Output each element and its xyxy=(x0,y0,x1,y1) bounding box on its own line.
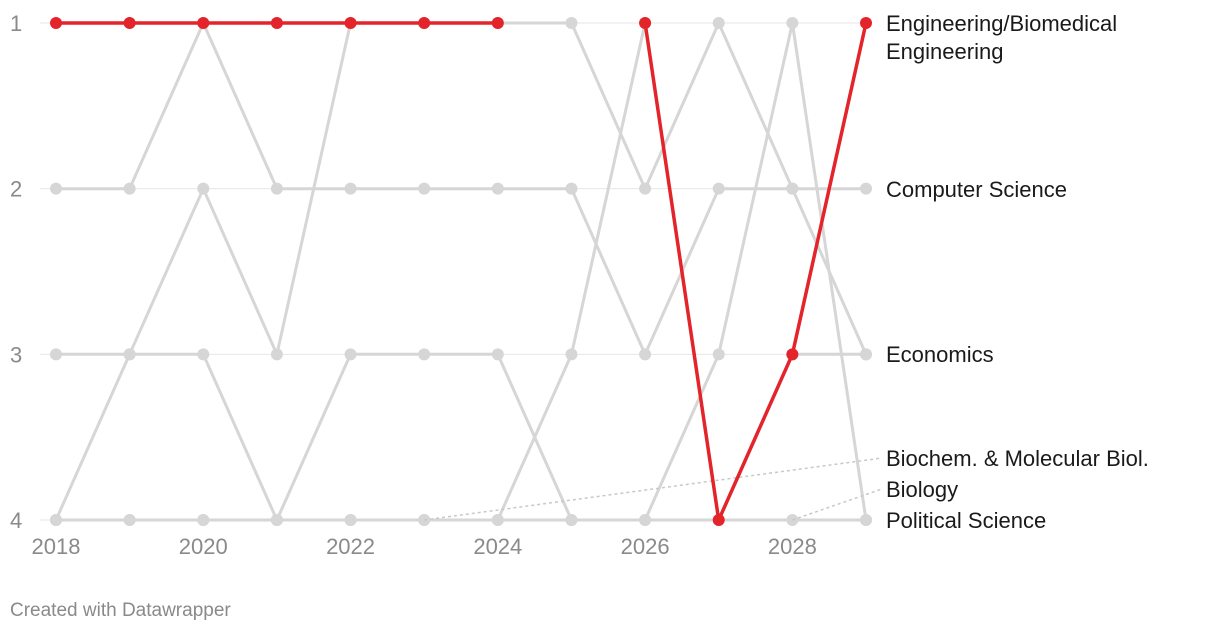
series-point-political-science xyxy=(786,17,799,29)
series-point-political-science xyxy=(344,348,357,361)
series-point-engineering-biomedical-engineering xyxy=(123,17,136,29)
series-point-engineering-biomedical-engineering xyxy=(860,17,872,29)
axis-layer: 1 2 3 4 2018 2020 2022 2024 2026 2028 xyxy=(10,11,817,559)
leader-layer xyxy=(424,457,883,521)
series-label-biochem-molecular-biol: Biochem. & Molecular Biol. xyxy=(886,446,1149,471)
series-point-computer-science xyxy=(270,182,283,195)
x-tick-label: 2026 xyxy=(621,534,670,559)
series-point-biochem-molecular-biol xyxy=(123,348,136,361)
series-point-biology xyxy=(344,514,357,526)
series-point-economics xyxy=(197,182,210,195)
series-point-economics xyxy=(786,182,799,195)
grid-layer xyxy=(40,22,866,521)
series-point-biology xyxy=(197,514,210,526)
series-point-computer-science xyxy=(565,182,578,195)
series-point-political-science xyxy=(491,348,504,361)
series-point-computer-science xyxy=(344,182,357,195)
highlight-layer xyxy=(50,17,872,526)
series-point-engineering-biomedical-engineering xyxy=(786,348,799,361)
leader-line-biology xyxy=(792,488,883,521)
series-point-computer-science xyxy=(50,182,62,195)
series-point-economics xyxy=(712,17,725,29)
series-point-engineering-biomedical-engineering xyxy=(712,514,725,526)
series-point-economics xyxy=(639,182,652,195)
y-tick-label: 3 xyxy=(10,342,22,367)
series-label-political-science: Political Science xyxy=(886,508,1046,533)
x-tick-label: 2028 xyxy=(768,534,817,559)
series-point-engineering-biomedical-engineering xyxy=(50,17,62,29)
series-label-biology: Biology xyxy=(886,477,958,502)
series-point-biology xyxy=(860,514,872,526)
credit-text: Created with Datawrapper xyxy=(10,600,231,621)
y-tick-label: 1 xyxy=(10,11,22,36)
series-point-engineering-biomedical-engineering xyxy=(344,17,357,29)
series-point-political-science xyxy=(712,348,725,361)
series-point-political-science xyxy=(418,348,431,361)
series-point-biochem-molecular-biol xyxy=(197,348,210,361)
series-point-biology xyxy=(270,514,283,526)
x-tick-label: 2024 xyxy=(473,534,522,559)
y-tick-label: 4 xyxy=(10,508,22,533)
series-point-biochem-molecular-biol xyxy=(565,348,578,361)
leader-line-biochem-molecular-biol xyxy=(424,457,883,521)
series-line-political-science xyxy=(54,21,868,522)
y-tick-label: 2 xyxy=(10,177,22,202)
series-point-engineering-biomedical-engineering xyxy=(418,17,431,29)
series-point-biology xyxy=(123,514,136,526)
series-point-computer-science xyxy=(491,182,504,195)
gray-lines-layer xyxy=(50,17,872,526)
series-line-computer-science xyxy=(54,21,868,356)
label-layer: Engineering/Biomedical Engineering Compute… xyxy=(886,11,1149,533)
series-line-engineering-biomedical-engineering xyxy=(643,21,868,522)
x-tick-label: 2018 xyxy=(32,534,81,559)
series-point-economics xyxy=(270,348,283,361)
series-point-engineering-biomedical-engineering xyxy=(639,17,652,29)
series-point-biology xyxy=(491,514,504,526)
series-point-economics xyxy=(565,17,578,29)
series-point-computer-science xyxy=(860,182,872,195)
x-tick-label: 2022 xyxy=(326,534,375,559)
series-label-computer-science: Computer Science xyxy=(886,177,1067,202)
series-point-computer-science xyxy=(418,182,431,195)
x-tick-label: 2020 xyxy=(179,534,228,559)
series-point-economics xyxy=(50,348,62,361)
series-point-biology xyxy=(565,514,578,526)
series-point-biology xyxy=(639,514,652,526)
series-point-computer-science xyxy=(639,348,652,361)
series-point-biochem-molecular-biol xyxy=(860,348,872,361)
series-label-engineering-biomedical-engineering: Engineering/Biomedical Engineering xyxy=(886,11,1117,64)
series-point-engineering-biomedical-engineering xyxy=(197,17,210,29)
series-label-economics: Economics xyxy=(886,342,994,367)
series-point-engineering-biomedical-engineering xyxy=(270,17,283,29)
series-point-biology xyxy=(50,514,62,526)
series-point-computer-science xyxy=(123,182,136,195)
series-line-biochem-molecular-biol xyxy=(54,21,868,522)
series-point-computer-science xyxy=(712,182,725,195)
series-point-engineering-biomedical-engineering xyxy=(491,17,504,29)
